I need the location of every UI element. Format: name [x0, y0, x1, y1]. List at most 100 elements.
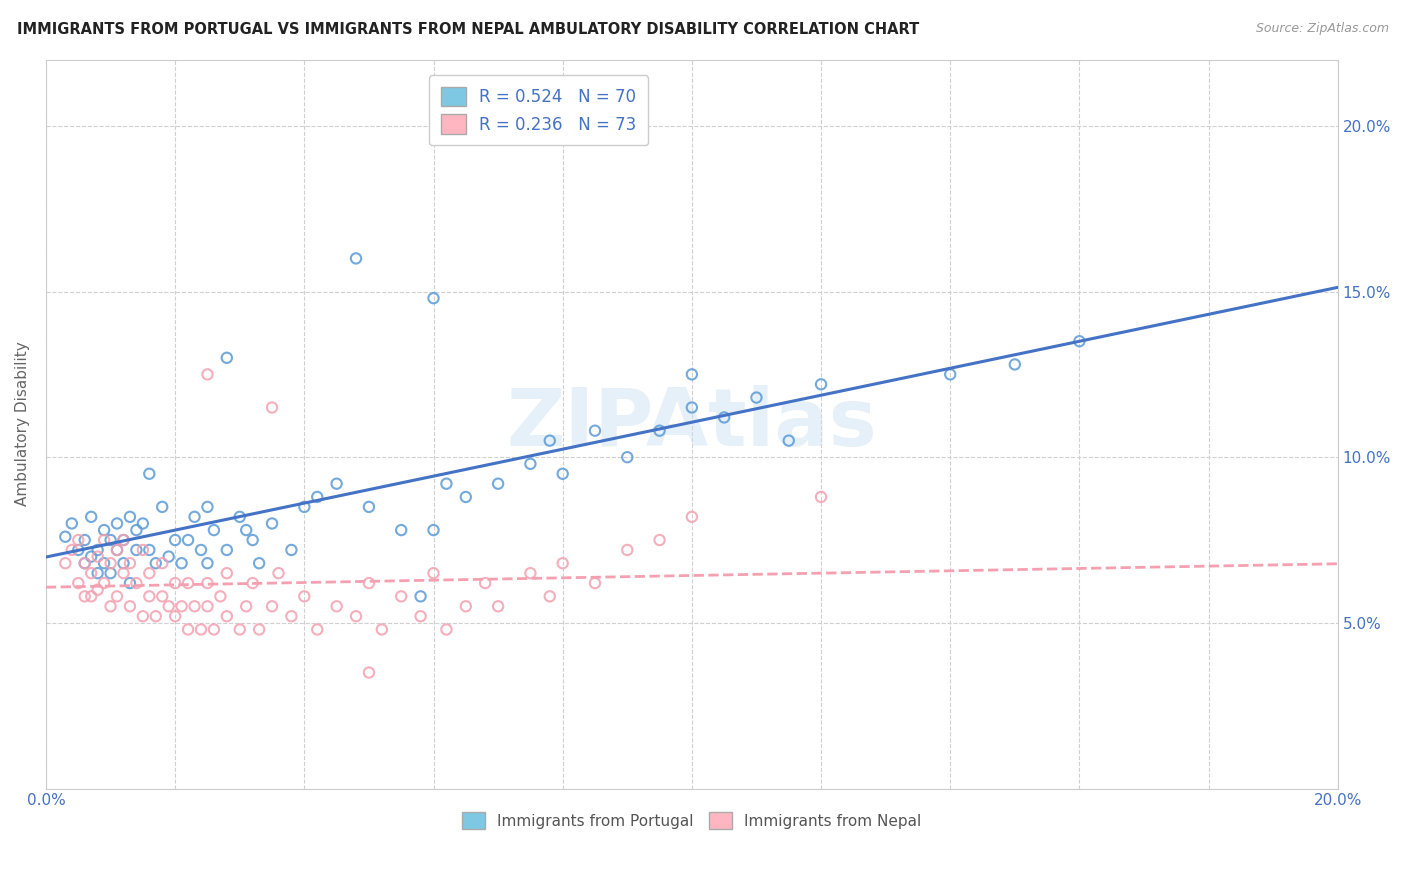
Point	[67, 533, 90, 547]
Point	[105, 516, 128, 531]
Point	[190, 543, 212, 558]
Point	[60, 543, 83, 558]
Point	[260, 516, 283, 531]
Point	[344, 609, 367, 624]
Point	[551, 556, 574, 570]
Point	[118, 556, 141, 570]
Point	[436, 476, 458, 491]
Text: ZIPAtlas: ZIPAtlas	[506, 385, 877, 463]
Point	[80, 549, 103, 564]
Point	[177, 576, 200, 591]
Point	[165, 609, 187, 624]
Point	[454, 490, 477, 504]
Point	[112, 566, 135, 581]
Point	[125, 523, 148, 537]
Point	[583, 576, 606, 591]
Point	[197, 576, 219, 591]
Point	[307, 623, 329, 637]
Point	[1004, 358, 1026, 372]
Point	[616, 450, 638, 465]
Point	[100, 556, 122, 570]
Point	[105, 543, 128, 558]
Point	[280, 609, 302, 624]
Point	[86, 543, 108, 558]
Point	[93, 556, 115, 570]
Point	[202, 523, 225, 537]
Point	[150, 500, 173, 514]
Point	[132, 516, 155, 531]
Point	[939, 368, 962, 382]
Point	[519, 457, 541, 471]
Point	[247, 556, 270, 570]
Point	[177, 623, 200, 637]
Point	[583, 424, 606, 438]
Point	[810, 490, 832, 504]
Point	[197, 599, 219, 614]
Point	[93, 576, 115, 591]
Point	[389, 590, 412, 604]
Point	[235, 523, 257, 537]
Point	[150, 556, 173, 570]
Point	[292, 590, 315, 604]
Point	[260, 599, 283, 614]
Point	[538, 434, 561, 448]
Point	[681, 368, 703, 382]
Point	[519, 566, 541, 581]
Point	[165, 576, 187, 591]
Point	[105, 543, 128, 558]
Point	[409, 590, 432, 604]
Point	[145, 609, 167, 624]
Point	[150, 590, 173, 604]
Point	[145, 556, 167, 570]
Point	[229, 509, 252, 524]
Text: IMMIGRANTS FROM PORTUGAL VS IMMIGRANTS FROM NEPAL AMBULATORY DISABILITY CORRELAT: IMMIGRANTS FROM PORTUGAL VS IMMIGRANTS F…	[17, 22, 920, 37]
Point	[454, 599, 477, 614]
Point	[242, 533, 264, 547]
Point	[67, 543, 90, 558]
Point	[80, 509, 103, 524]
Point	[53, 530, 76, 544]
Point	[371, 623, 394, 637]
Point	[170, 556, 193, 570]
Point	[357, 665, 380, 680]
Point	[389, 523, 412, 537]
Text: Source: ZipAtlas.com: Source: ZipAtlas.com	[1256, 22, 1389, 36]
Point	[138, 590, 160, 604]
Point	[112, 533, 135, 547]
Point	[177, 533, 200, 547]
Point	[118, 576, 141, 591]
Point	[292, 500, 315, 514]
Point	[93, 523, 115, 537]
Point	[648, 533, 671, 547]
Point	[112, 556, 135, 570]
Point	[183, 509, 205, 524]
Point	[100, 599, 122, 614]
Point	[436, 623, 458, 637]
Point	[247, 623, 270, 637]
Point	[260, 401, 283, 415]
Point	[422, 566, 444, 581]
Point	[229, 623, 252, 637]
Point	[325, 476, 347, 491]
Point	[73, 533, 96, 547]
Point	[100, 566, 122, 581]
Point	[1069, 334, 1091, 349]
Point	[215, 543, 238, 558]
Point	[551, 467, 574, 481]
Point	[165, 533, 187, 547]
Point	[713, 410, 735, 425]
Point	[235, 599, 257, 614]
Point	[105, 590, 128, 604]
Point	[325, 599, 347, 614]
Point	[53, 556, 76, 570]
Point	[538, 590, 561, 604]
Point	[745, 391, 768, 405]
Point	[112, 533, 135, 547]
Point	[67, 576, 90, 591]
Point	[357, 500, 380, 514]
Point	[138, 467, 160, 481]
Point	[215, 566, 238, 581]
Legend: Immigrants from Portugal, Immigrants from Nepal: Immigrants from Portugal, Immigrants fro…	[456, 805, 928, 836]
Point	[183, 599, 205, 614]
Point	[267, 566, 290, 581]
